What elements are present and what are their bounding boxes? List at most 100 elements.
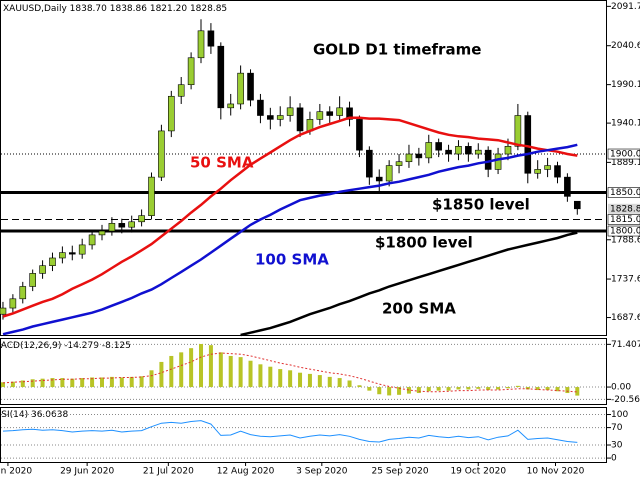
y-tick-label: 71.407 [611, 340, 640, 350]
macd-bar [466, 387, 471, 390]
macd-bar [496, 387, 501, 390]
candle-body [385, 165, 393, 182]
y-tick-label: 0 [611, 454, 617, 464]
level-box [607, 187, 640, 198]
candle-body [237, 72, 244, 105]
sma-line [2, 116, 578, 318]
annotation: $1800 level [375, 234, 473, 252]
macd-bar [456, 387, 461, 390]
macd-bar [307, 373, 312, 388]
x-tick-label: 25 Sep 2020 [372, 467, 429, 477]
candle-body [346, 107, 353, 120]
level-label: 1815.00 [610, 215, 640, 225]
y-tick-label: 1788.65 [611, 235, 640, 245]
macd-bar [555, 387, 560, 392]
candle-body [59, 252, 66, 259]
candle-body [415, 153, 423, 159]
macd-bar [20, 380, 25, 388]
rsi-line [2, 420, 578, 443]
candle-body [524, 115, 532, 174]
price-label: 1828.85 [610, 204, 640, 214]
macd-bar [317, 375, 322, 388]
candle-body [158, 130, 165, 178]
y-tick-label: 30 [611, 441, 623, 451]
macd-bar [357, 385, 362, 388]
candle-body [544, 165, 551, 170]
macd-bar [525, 387, 530, 390]
annotation: 50 SMA [190, 154, 254, 172]
candle-body [286, 107, 294, 116]
candle-body [217, 45, 225, 109]
candle-body [257, 99, 264, 116]
x-tick-label: 10 Nov 2020 [527, 467, 585, 477]
candle-body [296, 107, 304, 132]
candle-body [9, 298, 17, 309]
candle-body [504, 146, 512, 155]
macd-bar [199, 343, 204, 388]
signal-line [2, 352, 578, 393]
macd-panel [0, 338, 607, 405]
y-tick-label: 70 [611, 423, 623, 433]
candle-body [29, 273, 36, 287]
candle-body [207, 30, 215, 47]
macd-bar [179, 352, 184, 388]
price-box [608, 203, 640, 214]
macd-bar [169, 355, 174, 388]
sma-line [2, 143, 578, 336]
macd-bar [139, 376, 144, 388]
macd-bar [397, 387, 402, 395]
macd-bar [99, 377, 104, 388]
macd-bar [416, 387, 421, 394]
candle-body [148, 176, 155, 216]
level-box [607, 148, 640, 160]
y-tick-label: 1737.65 [611, 275, 640, 285]
candle-body [445, 149, 452, 155]
macd-bar [159, 361, 164, 388]
y-tick-label: -20.566 [611, 395, 640, 405]
macd-bar [189, 348, 194, 388]
sma-line [240, 231, 578, 337]
candle-body [425, 142, 433, 159]
level-box [607, 214, 640, 225]
macd-bar [347, 380, 352, 388]
level-label: 1850.00 [610, 188, 640, 198]
candle-body [465, 146, 472, 155]
macd-bar [208, 345, 213, 388]
candle-body [0, 307, 7, 315]
macd-bar [476, 387, 481, 389]
macd-bar [505, 387, 510, 389]
macd-bar [70, 378, 75, 388]
macd-bar [377, 387, 382, 395]
candle-body [247, 72, 254, 101]
macd-bar [387, 387, 392, 396]
macd-bar [446, 387, 451, 391]
candle-body [405, 153, 413, 163]
candle-body [98, 230, 106, 236]
candle-body [366, 149, 373, 178]
candle-body [276, 115, 284, 120]
candle-body [534, 169, 541, 174]
y-tick-label: 1889.15 [611, 158, 640, 168]
y-tick-label: 0.00 [611, 383, 631, 393]
macd-bar [535, 387, 540, 391]
macd-bar [129, 376, 134, 388]
annotation: 200 SMA [382, 300, 456, 318]
symbol: XAUUSD,Daily 1838.70 1838.86 1821.20 182… [3, 4, 227, 14]
y-tick-label: 100 [611, 410, 628, 420]
x-tick-label: 29 Jun 2020 [60, 467, 114, 477]
candle-body [138, 215, 145, 223]
macd-bar [258, 364, 263, 388]
macd-bar [268, 366, 273, 388]
candle-body [564, 176, 571, 197]
macd-bar [80, 378, 85, 388]
macd-bar [228, 355, 233, 388]
macd-bar [90, 377, 95, 388]
candle-body [19, 286, 27, 300]
macd-bar [486, 387, 491, 391]
macd-bar [288, 370, 293, 388]
candle-body [197, 30, 205, 59]
macd-bar [119, 377, 124, 388]
x-tick-label: 3 Sep 2020 [296, 467, 348, 477]
y-tick-label: 1687.65 [611, 313, 640, 323]
